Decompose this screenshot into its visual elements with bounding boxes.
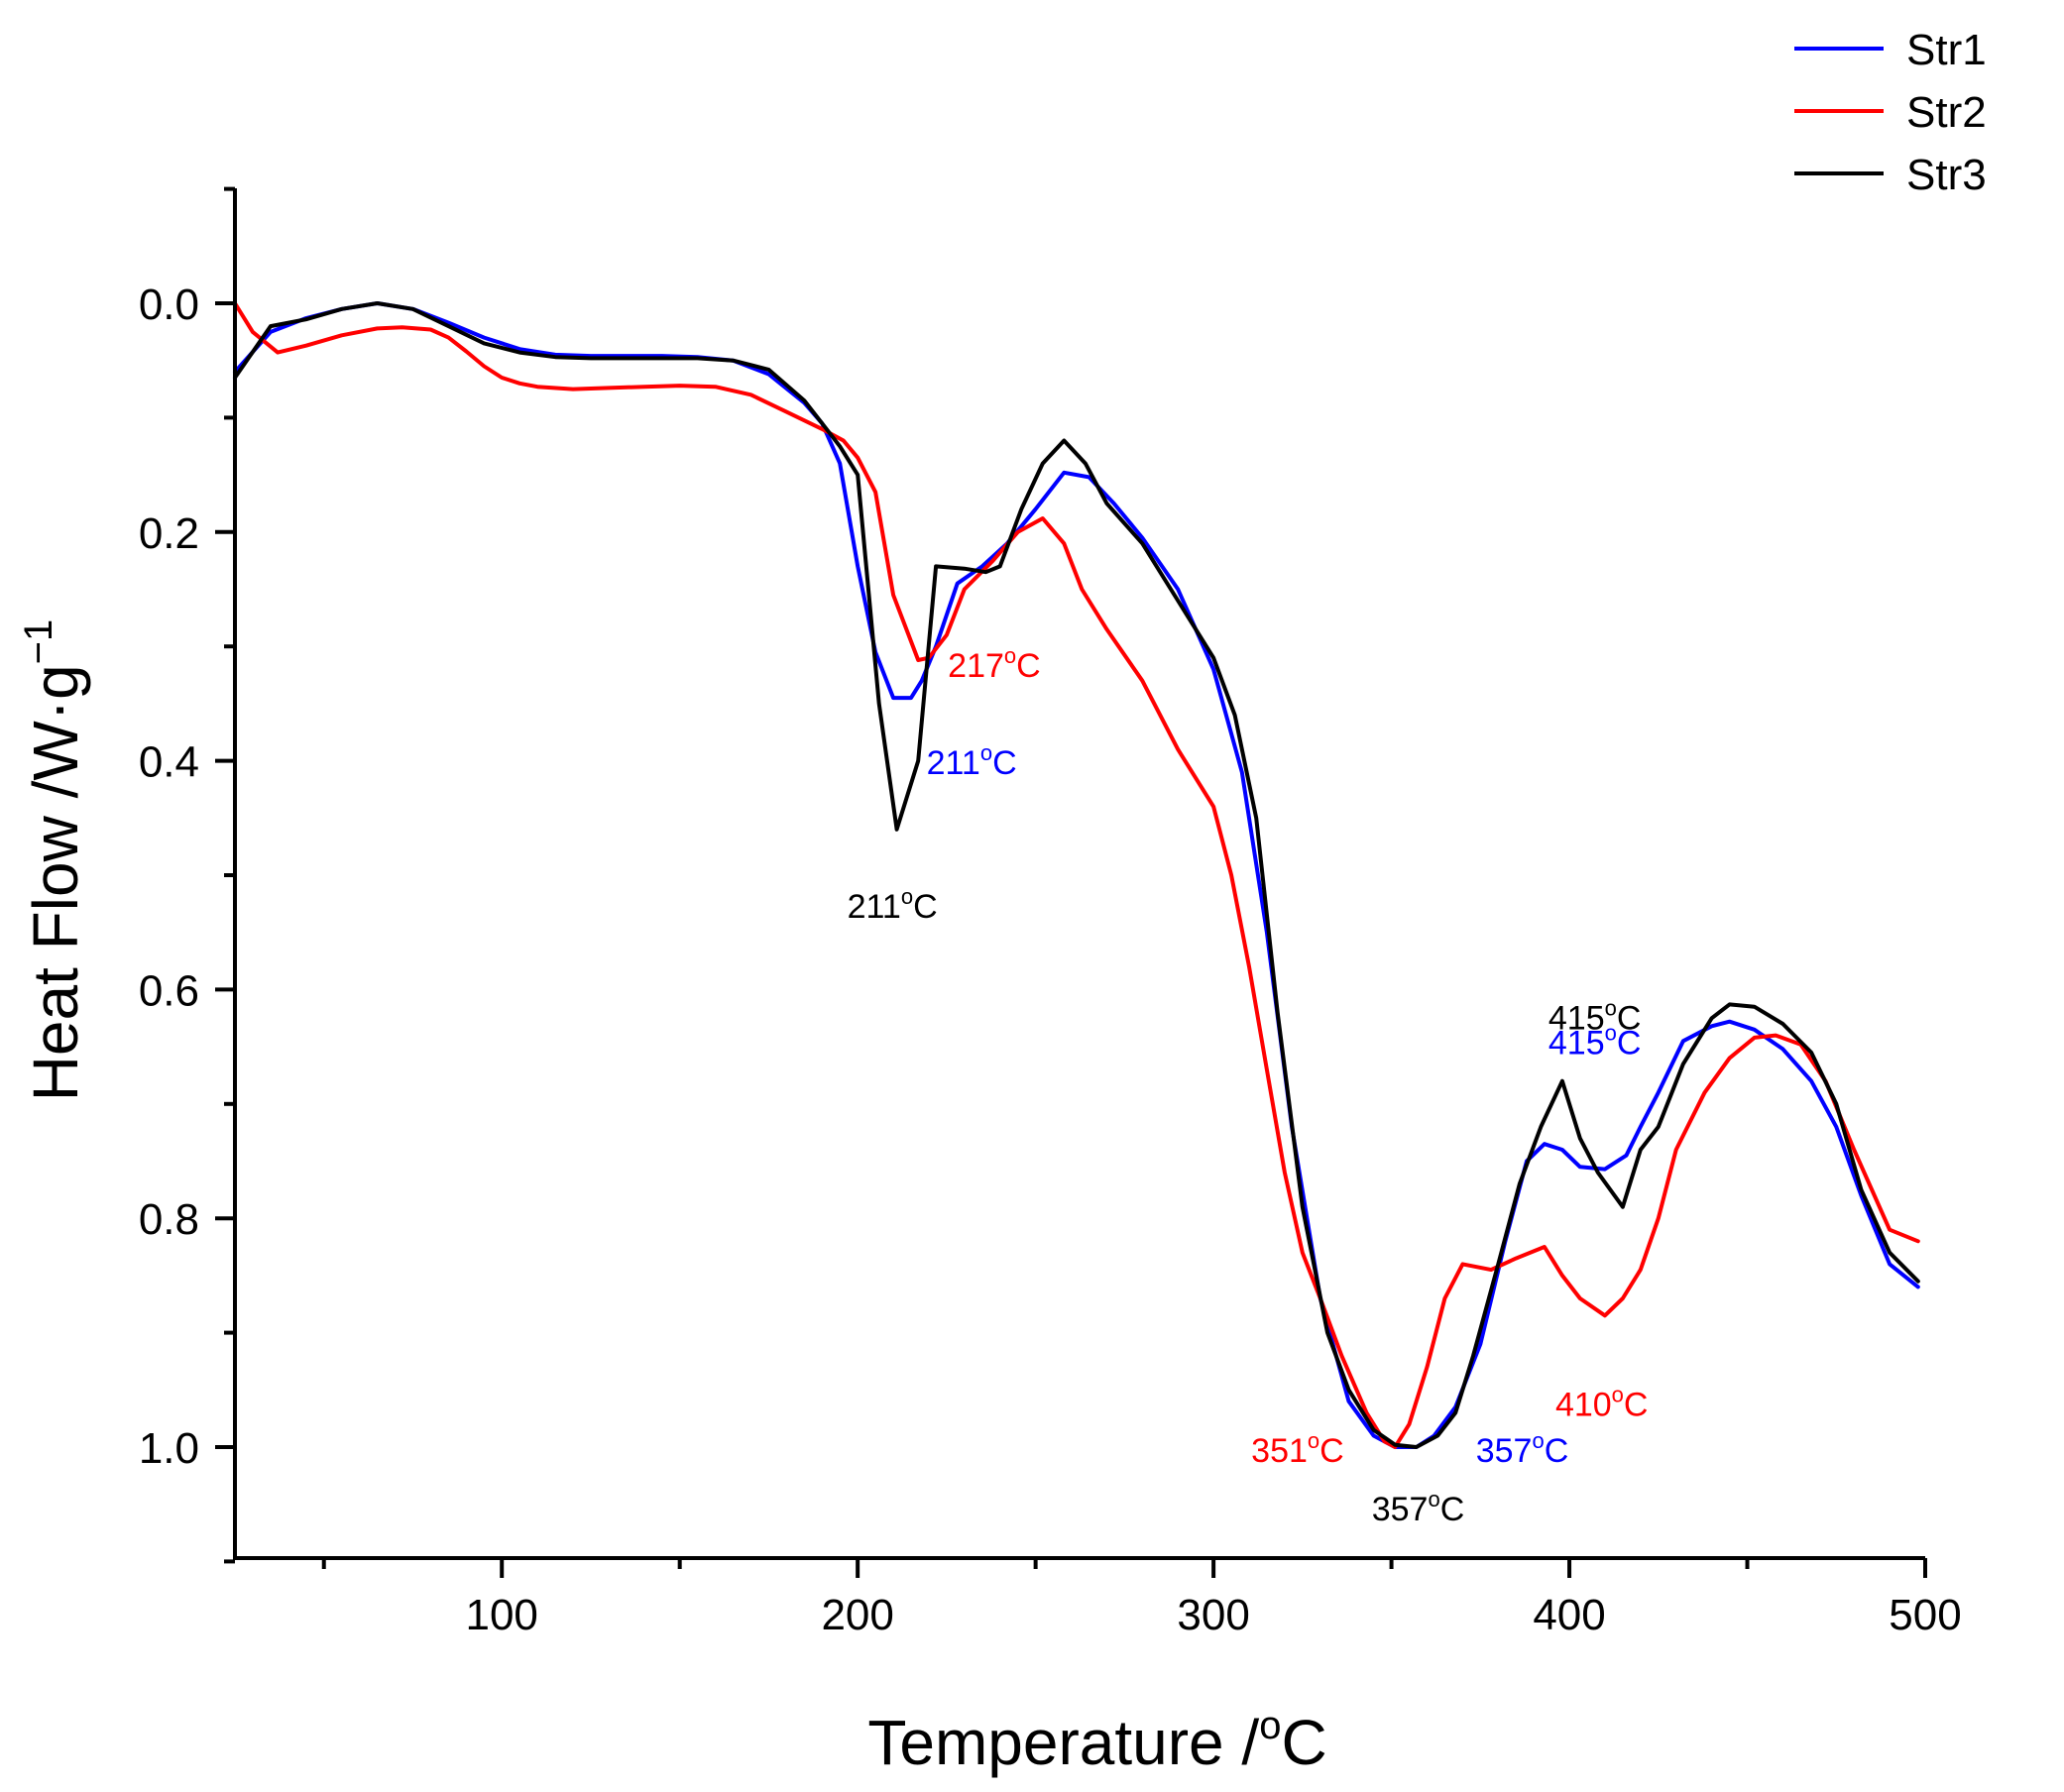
- y-tick-label: 0.8: [139, 1195, 199, 1244]
- y-tick-label: 0.2: [139, 509, 199, 558]
- y-axis-title: Heat Flow /W·g−1: [17, 619, 91, 1102]
- legend: Str1 Str2 Str3: [1794, 26, 1987, 199]
- series-line-str1: [233, 301, 1920, 1449]
- legend-label-str2: Str2: [1906, 88, 1987, 137]
- x-tick-label: 200: [821, 1591, 893, 1639]
- annotation-label: 211oC: [848, 884, 938, 926]
- y-tick-label: 1.0: [139, 1424, 199, 1473]
- annotation-label: 357oC: [1372, 1487, 1465, 1528]
- series-line-str3: [233, 301, 1920, 1449]
- x-ticks: 100 200 300 400 500: [321, 1558, 1962, 1639]
- annotation-label: 351oC: [1251, 1428, 1344, 1470]
- legend-label-str3: Str3: [1906, 151, 1987, 199]
- x-tick-label: 100: [465, 1591, 537, 1639]
- annotation-label: 410oC: [1555, 1382, 1649, 1423]
- annotation-label: 357oC: [1476, 1428, 1569, 1470]
- x-tick-label: 300: [1177, 1591, 1249, 1639]
- x-axis-title-unit: C: [1281, 1707, 1326, 1778]
- x-tick-label: 400: [1533, 1591, 1605, 1639]
- annotation-label: 211oC: [927, 740, 1017, 782]
- x-axis-title: Temperature /oC: [867, 1704, 1326, 1778]
- y-tick-label: 0.0: [139, 280, 199, 329]
- y-ticks: 0.0 0.2 0.4 0.6 0.8 1.0: [139, 186, 235, 1564]
- y-tick-label: 0.4: [139, 738, 199, 787]
- x-axis-title-sup: o: [1259, 1704, 1281, 1747]
- y-axis-title-sup: −1: [17, 619, 60, 665]
- x-tick-label: 500: [1889, 1591, 1961, 1639]
- y-tick-label: 0.6: [139, 966, 199, 1015]
- axes-layer: [233, 188, 1925, 1560]
- annotation-label: 415oC: [1548, 1021, 1642, 1063]
- annotation-label: 415oC: [1548, 996, 1642, 1038]
- legend-label-str1: Str1: [1906, 26, 1987, 74]
- series-layer: [233, 301, 1920, 1449]
- annotation-label: 217oC: [948, 643, 1041, 685]
- plot-area: 100 200 300 400 500 0.0 0.2 0.4 0.6 0.8 1.0 217oC…: [139, 186, 1962, 1639]
- series-line-str2: [233, 301, 1920, 1449]
